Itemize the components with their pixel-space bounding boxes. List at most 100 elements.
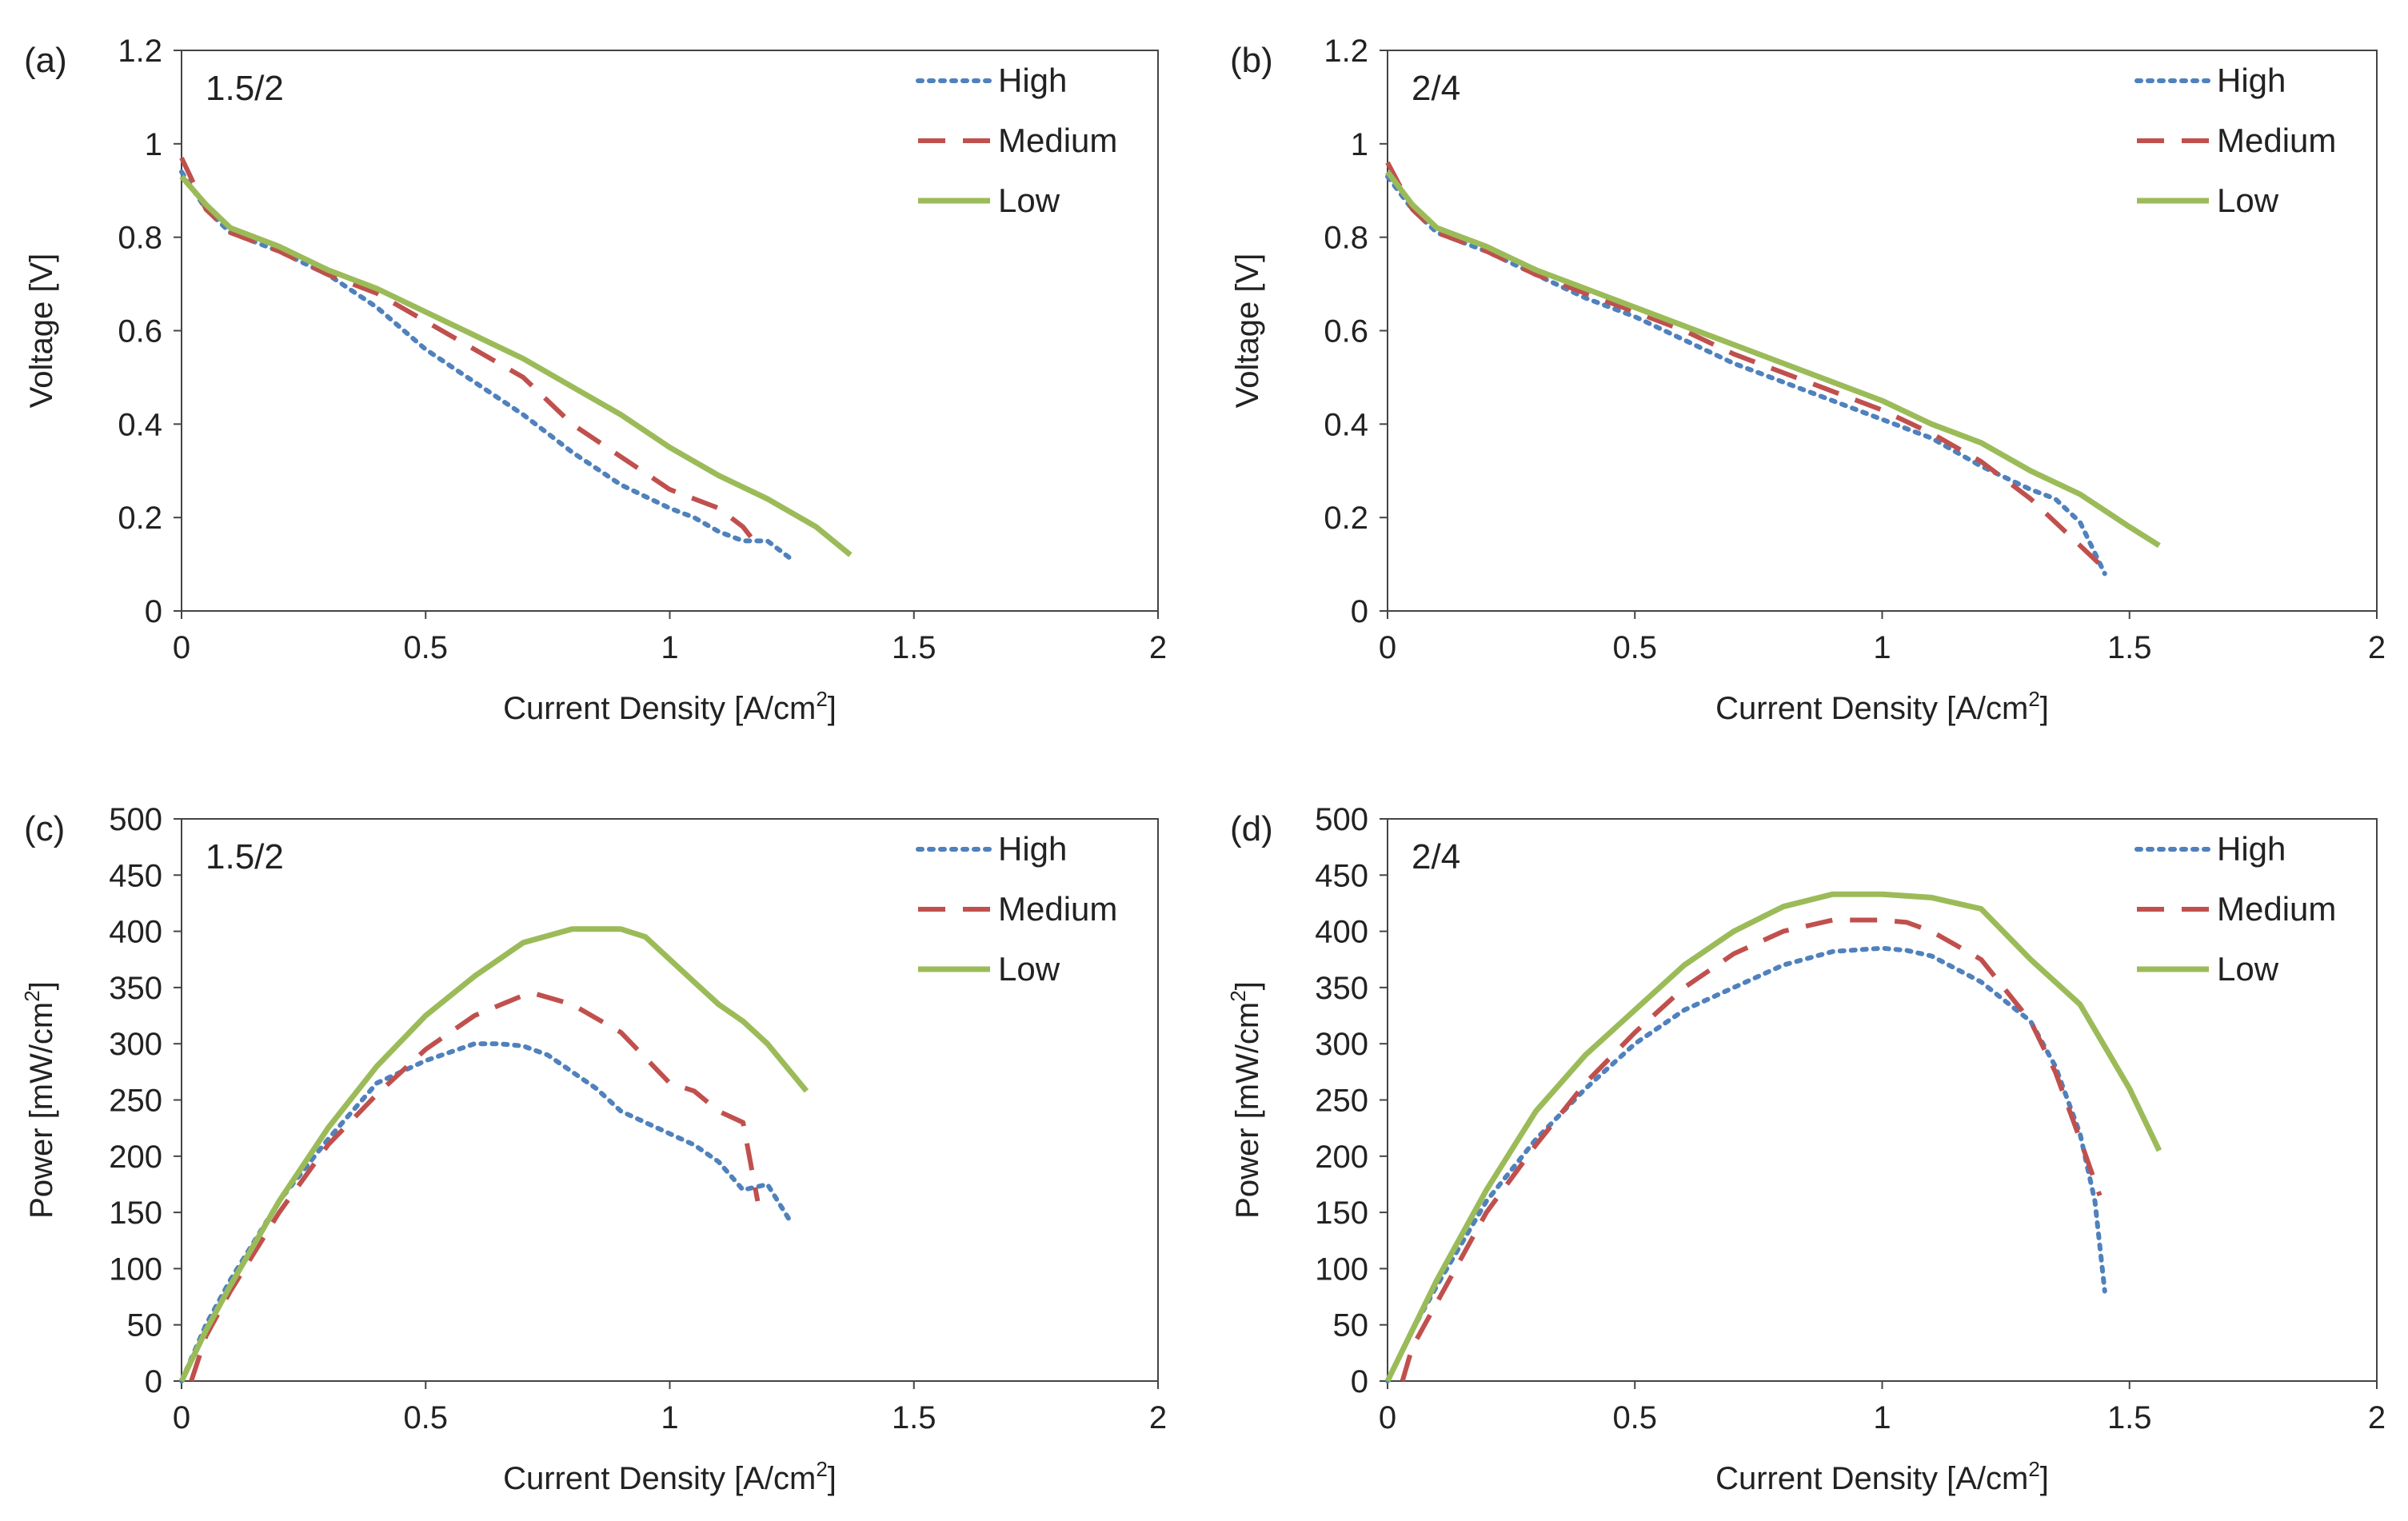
panel-label: (d) bbox=[1230, 809, 1273, 848]
y-tick-label: 0.8 bbox=[1324, 221, 1368, 256]
panel-a: 0 0.2 0.4 0.6 0.8 1 1.2 0 0.5 1 1.5 2 Current Densit… bbox=[24, 34, 1167, 726]
y-tick-label: 250 bbox=[109, 1084, 162, 1119]
x-tick-label: 0.5 bbox=[403, 1400, 448, 1435]
x-tick-label: 0.5 bbox=[1612, 630, 1657, 665]
y-tick-label: 0 bbox=[145, 1364, 162, 1399]
x-tick-label: 1.5 bbox=[892, 630, 936, 665]
legend-label-low: Low bbox=[2217, 950, 2279, 988]
legend-label-medium: Medium bbox=[2217, 890, 2336, 928]
x-axis-label: Current Density [A/cm2] bbox=[1715, 687, 2049, 726]
x-tick-label: 0.5 bbox=[403, 630, 448, 665]
x-axis-label: Current Density [A/cm2] bbox=[503, 687, 837, 726]
series-line-low bbox=[1385, 170, 2161, 549]
x-tick-label: 1 bbox=[661, 1400, 678, 1435]
panel-label: (a) bbox=[24, 41, 67, 80]
x-tick-label: 0 bbox=[1379, 630, 1396, 665]
y-tick-label: 50 bbox=[1333, 1308, 1369, 1343]
y-tick-label: 1 bbox=[1351, 127, 1368, 162]
x-axis-label: Current Density [A/cm2] bbox=[1715, 1457, 2049, 1496]
y-tick-label: 0 bbox=[1351, 594, 1368, 629]
x-axis-label: Current Density [A/cm2] bbox=[503, 1457, 837, 1496]
y-tick-label: 0.6 bbox=[118, 314, 162, 349]
y-tick-label: 1.2 bbox=[1324, 34, 1368, 69]
legend-label-high: High bbox=[998, 830, 1067, 868]
legend-label-low: Low bbox=[2217, 182, 2279, 219]
legend-label-high: High bbox=[2217, 62, 2286, 99]
x-tick-label: 1 bbox=[1873, 630, 1891, 665]
x-tick-label: 0 bbox=[1379, 1400, 1396, 1435]
panel-label: (b) bbox=[1230, 41, 1273, 80]
x-tick-label: 1.5 bbox=[892, 1400, 936, 1435]
y-tick-label: 500 bbox=[1315, 802, 1368, 837]
condition-annotation: 1.5/2 bbox=[206, 837, 284, 876]
y-tick-label: 150 bbox=[1315, 1196, 1368, 1231]
series-line-low bbox=[1384, 891, 2162, 1383]
panel-b: 0 0.2 0.4 0.6 0.8 1 1.2 0 0.5 1 1.5 2 Current Densit… bbox=[1230, 34, 2386, 726]
x-tick-label: 0 bbox=[173, 630, 190, 665]
y-tick-label: 0.2 bbox=[118, 501, 162, 536]
x-tick-label: 2 bbox=[1149, 630, 1167, 665]
series-line-low bbox=[179, 174, 853, 557]
x-tick-label: 1 bbox=[1873, 1400, 1891, 1435]
series-line-medium bbox=[189, 990, 761, 1382]
y-axis-label: Voltage [V] bbox=[24, 254, 59, 408]
x-tick-label: 1 bbox=[661, 630, 678, 665]
condition-annotation: 2/4 bbox=[1412, 69, 1460, 108]
y-axis-label: Voltage [V] bbox=[1230, 254, 1265, 408]
series-line-medium bbox=[1400, 917, 2103, 1382]
y-tick-label: 200 bbox=[109, 1140, 162, 1175]
x-tick-label: 1.5 bbox=[2107, 1400, 2152, 1435]
legend-label-medium: Medium bbox=[2217, 122, 2336, 159]
y-tick-label: 0 bbox=[1351, 1364, 1368, 1399]
series-line-high bbox=[179, 169, 795, 562]
legend-label-medium: Medium bbox=[998, 122, 1117, 159]
panel-c: 0 50 100 150 200 250 300 350 400 450 500 0 0.5 1 1.5 2 C… bbox=[20, 802, 1167, 1496]
y-tick-label: 300 bbox=[109, 1027, 162, 1062]
y-tick-label: 0.4 bbox=[1324, 407, 1368, 442]
x-tick-label: 1.5 bbox=[2107, 630, 2152, 665]
y-tick-label: 500 bbox=[109, 802, 162, 837]
condition-annotation: 2/4 bbox=[1412, 837, 1460, 876]
x-tick-label: 2 bbox=[1149, 1400, 1167, 1435]
series-line-low bbox=[178, 926, 809, 1383]
y-axis-label: Power [mW/cm2] bbox=[20, 981, 59, 1219]
y-tick-label: 100 bbox=[1315, 1252, 1368, 1287]
y-tick-label: 150 bbox=[109, 1196, 162, 1231]
y-tick-label: 400 bbox=[109, 915, 162, 950]
y-tick-label: 0.8 bbox=[118, 221, 162, 256]
y-tick-label: 450 bbox=[109, 858, 162, 893]
series-line-high bbox=[1385, 174, 2107, 577]
y-tick-label: 350 bbox=[109, 971, 162, 1006]
panel-label: (c) bbox=[24, 809, 65, 848]
y-tick-label: 0.4 bbox=[118, 407, 162, 442]
y-tick-label: 0.2 bbox=[1324, 501, 1368, 536]
y-tick-label: 0 bbox=[145, 594, 162, 629]
y-tick-label: 1.2 bbox=[118, 34, 162, 69]
condition-annotation: 1.5/2 bbox=[206, 69, 284, 108]
y-tick-label: 400 bbox=[1315, 915, 1368, 950]
legend-label-medium: Medium bbox=[998, 890, 1117, 928]
y-tick-label: 50 bbox=[127, 1308, 163, 1343]
legend-label-low: Low bbox=[998, 950, 1060, 988]
y-tick-label: 250 bbox=[1315, 1084, 1368, 1119]
legend-label-high: High bbox=[998, 62, 1067, 99]
y-tick-label: 0.6 bbox=[1324, 314, 1368, 349]
legend-label-low: Low bbox=[998, 182, 1060, 219]
y-tick-label: 350 bbox=[1315, 971, 1368, 1006]
x-tick-label: 0 bbox=[173, 1400, 190, 1435]
y-tick-label: 1 bbox=[145, 127, 162, 162]
series-line-high bbox=[1385, 945, 2107, 1383]
x-tick-label: 2 bbox=[2368, 630, 2386, 665]
x-tick-label: 0.5 bbox=[1612, 1400, 1657, 1435]
y-tick-label: 100 bbox=[109, 1252, 162, 1287]
legend-label-high: High bbox=[2217, 830, 2286, 868]
y-tick-label: 200 bbox=[1315, 1140, 1368, 1175]
series-line-medium bbox=[179, 157, 760, 548]
x-tick-label: 2 bbox=[2368, 1400, 2386, 1435]
y-tick-label: 450 bbox=[1315, 858, 1368, 893]
y-tick-label: 300 bbox=[1315, 1027, 1368, 1062]
panel-d: 0 50 100 150 200 250 300 350 400 450 500 0 0.5 1 1.5 2 C… bbox=[1226, 802, 2386, 1496]
y-axis-label: Power [mW/cm2] bbox=[1226, 981, 1265, 1219]
